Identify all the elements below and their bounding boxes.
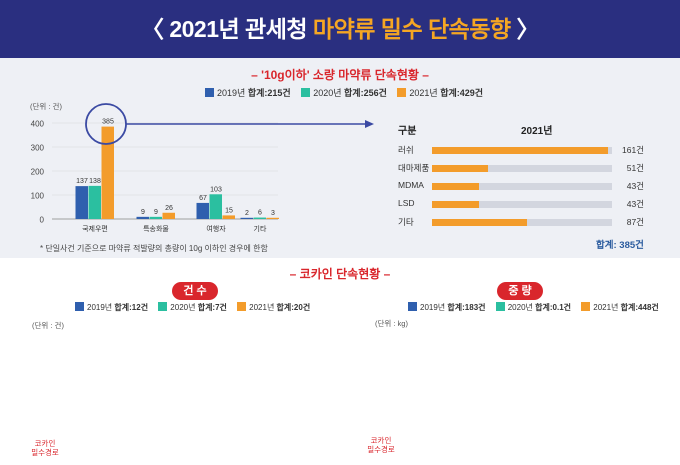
table-row-label: MDMA xyxy=(398,180,424,190)
table-row-track xyxy=(432,165,612,172)
table-row-bar xyxy=(432,183,479,190)
bar-value-label: 3 xyxy=(271,210,275,217)
header-banner xyxy=(0,0,680,58)
y-tick-label: 100 xyxy=(31,192,45,201)
table-row-label: 러쉬 xyxy=(398,145,414,155)
table-col-category: 구분 xyxy=(398,126,417,137)
bar-value-label: 15 xyxy=(225,207,233,214)
bar-2019년 xyxy=(75,186,88,219)
bar-value-label: 137 xyxy=(76,178,88,185)
bar-2019년 xyxy=(196,202,209,219)
bar-2021년 xyxy=(101,126,114,219)
count-route-label: 코카인 밀수경로 xyxy=(31,439,59,457)
count-legend: 2019년 합계:12건 2020년 합계:7건 2021년 합계:20건 xyxy=(75,302,318,313)
category-label: 특송화물 xyxy=(143,225,169,233)
legend-item-2021: 2021년 합계:429건 xyxy=(397,88,483,98)
weight-pill: 중 량 xyxy=(497,282,543,300)
bar-value-label: 9 xyxy=(141,209,145,216)
title-prefix: 〈 2021년 관세청 xyxy=(140,16,313,42)
bar-value-label: 67 xyxy=(199,195,207,202)
bar-2020년 xyxy=(88,185,101,219)
table-row-bar xyxy=(432,219,527,226)
legend-item-2019: 2019년 합계:215건 xyxy=(205,88,291,98)
category-label: 국제우편 xyxy=(82,224,108,233)
title-highlight: 마약류 밀수 단속동향 xyxy=(312,16,511,42)
small-quantity-title: – '10g이하' 소량 마약류 단속현황 – xyxy=(251,68,429,82)
page-title: 〈 2021년 관세청 마약류 밀수 단속동향 〉 xyxy=(0,0,680,58)
weight-route-label: 코카인 밀수경로 xyxy=(367,436,395,454)
table-row-label: 기타 xyxy=(398,217,414,227)
bar-2020년 xyxy=(253,217,266,219)
table-row-bar xyxy=(432,165,488,172)
bar-2021년 xyxy=(162,212,175,219)
bar-2021년 xyxy=(222,215,235,219)
bar-value-label: 9 xyxy=(154,209,158,216)
bar-2019년 xyxy=(240,217,253,219)
small-quantity-note: * 단일사건 기준으로 마약류 적발량의 총량이 10g 이하인 경우에 한함 xyxy=(40,244,268,253)
table-row-value: 87건 xyxy=(626,217,644,227)
bar-2020년 xyxy=(149,216,162,219)
y-tick-label: 300 xyxy=(31,144,45,153)
table-row-label: 대마제품 xyxy=(398,163,430,173)
bar-value-label: 6 xyxy=(258,210,262,217)
y-tick-label: 400 xyxy=(31,120,45,129)
bar-value-label: 138 xyxy=(89,178,101,185)
legend-item-2020: 2020년 합계:256건 xyxy=(301,88,387,98)
bar-value-label: 2 xyxy=(245,210,249,217)
bar-2020년 xyxy=(209,194,222,219)
table-row-value: 161건 xyxy=(621,145,644,155)
bar-value-label: 103 xyxy=(210,186,222,193)
count-legend-2021: 2021년 합계:20건 xyxy=(237,302,310,312)
bar-value-label: 385 xyxy=(102,119,114,126)
y-tick-label: 200 xyxy=(31,168,45,177)
table-row-bar xyxy=(432,201,479,208)
table-total: 합계: 385건 xyxy=(596,240,644,251)
chart2-ylabel: (단위 : 건) xyxy=(32,321,64,330)
chart3-ylabel: (단위 : kg) xyxy=(375,319,408,328)
table-row-value: 43건 xyxy=(626,181,644,191)
bar-2021년 xyxy=(266,217,279,219)
cocaine-section xyxy=(0,258,680,465)
cocaine-title: – 코카인 단속현황 – xyxy=(289,267,391,281)
chart1-ylabel: (단위 : 건) xyxy=(30,102,62,111)
table-row-value: 43건 xyxy=(626,199,644,209)
weight-legend-2019: 2019년 합계:183건 xyxy=(408,302,486,312)
count-legend-2019: 2019년 합계:12건 xyxy=(75,302,148,312)
weight-legend-2021: 2021년 합계:448건 xyxy=(581,302,659,312)
table-row-track xyxy=(432,201,612,208)
arrow-head xyxy=(365,120,374,128)
count-pill: 건 수 xyxy=(172,282,218,300)
bar-value-label: 26 xyxy=(165,205,173,212)
y-tick-label: 0 xyxy=(40,216,45,225)
weight-legend-2020: 2020년 합계:0.1건 xyxy=(495,302,571,312)
bar-2019년 xyxy=(136,216,149,219)
count-legend-2020: 2020년 합계:7건 xyxy=(158,302,227,312)
category-label: 여행자 xyxy=(206,224,226,233)
table-col-2021: 2021년 xyxy=(521,126,553,137)
table-row-value: 51건 xyxy=(626,163,644,173)
title-suffix: 〉 xyxy=(510,16,540,42)
small-quantity-legend: 2019년 합계:215건 2020년 합계:256건 2021년 합계:429… xyxy=(205,86,491,99)
category-label: 기타 xyxy=(254,224,267,233)
weight-legend: 2019년 합계:183건 2020년 합계:0.1건 2021년 합계:448… xyxy=(408,302,667,313)
table-row-bar xyxy=(432,147,608,154)
table-row-label: LSD xyxy=(398,198,415,208)
table-row-track xyxy=(432,183,612,190)
